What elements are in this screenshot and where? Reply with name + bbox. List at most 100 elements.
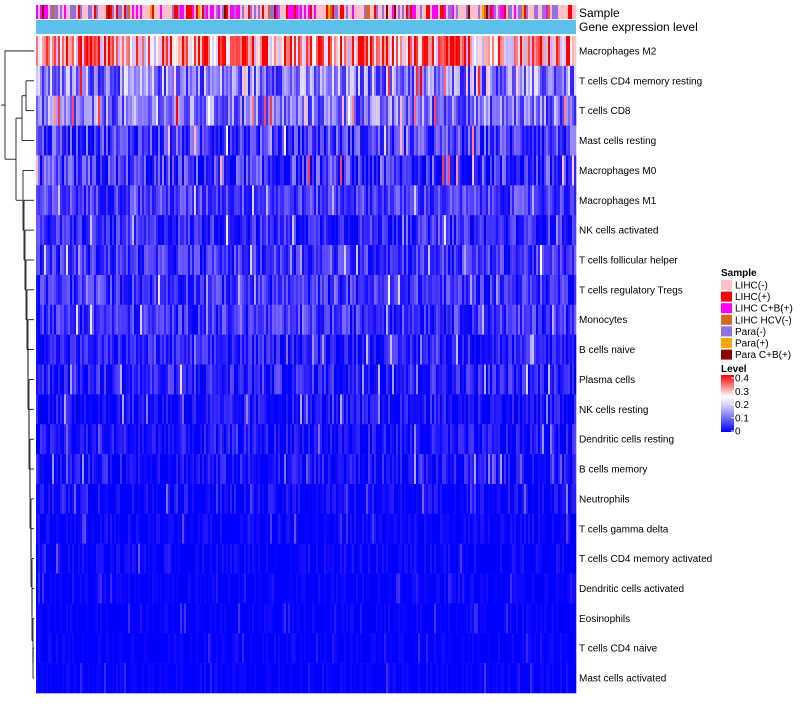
heatmap-cell <box>470 454 472 484</box>
heatmap-cell <box>568 514 570 544</box>
heatmap-cell <box>438 275 440 305</box>
heatmap-cell <box>78 126 80 156</box>
heatmap-cell <box>416 394 418 424</box>
heatmap-cell <box>316 185 318 215</box>
heatmap-cell <box>442 215 444 245</box>
heatmap-cell <box>70 36 72 66</box>
heatmap-cell <box>404 185 406 215</box>
heatmap-cell <box>86 245 88 275</box>
heatmap-cell <box>484 514 486 544</box>
heatmap-cell <box>298 454 300 484</box>
heatmap-cell <box>88 96 90 126</box>
heatmap-cell <box>484 484 486 514</box>
heatmap-cell <box>568 36 570 66</box>
heatmap-cell <box>134 36 136 66</box>
heatmap-cell <box>44 96 46 126</box>
heatmap-cell <box>390 126 392 156</box>
heatmap-cell <box>532 215 534 245</box>
heatmap-cell <box>234 96 236 126</box>
heatmap-cell <box>482 394 484 424</box>
heatmap-cell <box>484 96 486 126</box>
heatmap-cell <box>220 484 222 514</box>
heatmap-cell <box>516 454 518 484</box>
heatmap-cell <box>118 275 120 305</box>
heatmap-cell <box>96 335 98 365</box>
heatmap-cell <box>196 365 198 395</box>
heatmap-cell <box>140 424 142 454</box>
heatmap-cell <box>564 514 566 544</box>
heatmap-cell <box>296 335 298 365</box>
heatmap-cell <box>100 126 102 156</box>
heatmap-cell <box>160 96 162 126</box>
heatmap-cell <box>346 365 348 395</box>
heatmap-cell <box>254 185 256 215</box>
heatmap-cell <box>558 484 560 514</box>
heatmap-cell <box>98 454 100 484</box>
heatmap-cell <box>44 155 46 185</box>
heatmap-cell <box>304 36 306 66</box>
heatmap-cell <box>130 185 132 215</box>
heatmap-cell <box>516 275 518 305</box>
heatmap-cell <box>36 36 38 66</box>
heatmap-cell <box>156 185 158 215</box>
heatmap-cell <box>460 305 462 335</box>
sample-annotation-cell <box>430 5 432 19</box>
heatmap-cell <box>260 514 262 544</box>
sample-annotation-cell <box>222 5 224 19</box>
heatmap-cell <box>216 36 218 66</box>
heatmap-cell <box>134 155 136 185</box>
heatmap-cell <box>488 484 490 514</box>
heatmap-cell <box>456 365 458 395</box>
heatmap-cell <box>346 185 348 215</box>
heatmap-cell <box>60 514 62 544</box>
heatmap-cell <box>56 305 58 335</box>
heatmap-cell <box>272 96 274 126</box>
heatmap-cell <box>252 185 254 215</box>
heatmap-cell <box>300 245 302 275</box>
heatmap-cell <box>58 155 60 185</box>
heatmap-cell <box>42 66 44 96</box>
heatmap-cell <box>300 96 302 126</box>
heatmap-cell <box>422 424 424 454</box>
heatmap-cell <box>484 126 486 156</box>
sample-annotation-cell <box>410 5 412 19</box>
sample-annotation-cell <box>448 5 450 19</box>
heatmap-cell <box>494 335 496 365</box>
heatmap-cell <box>428 335 430 365</box>
heatmap-cell <box>84 155 86 185</box>
sample-annotation-cell <box>526 5 528 19</box>
heatmap-cell <box>506 155 508 185</box>
heatmap-cell <box>52 394 54 424</box>
heatmap-cell <box>540 484 542 514</box>
heatmap-cell <box>148 484 150 514</box>
heatmap-cell <box>206 275 208 305</box>
heatmap-cell <box>290 215 292 245</box>
heatmap-cell <box>402 275 404 305</box>
heatmap-cell <box>72 514 74 544</box>
heatmap-cell <box>232 424 234 454</box>
heatmap-cell <box>72 484 74 514</box>
heatmap-cell <box>182 484 184 514</box>
heatmap-cell <box>40 454 42 484</box>
heatmap-cell <box>486 335 488 365</box>
sample-annotation-cell <box>452 5 454 19</box>
heatmap-cell <box>238 245 240 275</box>
heatmap-cell <box>66 275 68 305</box>
sample-annotation-cell <box>402 5 404 19</box>
heatmap-cell <box>142 215 144 245</box>
heatmap-cell <box>238 305 240 335</box>
heatmap-cell <box>252 126 254 156</box>
sample-annotation-cell <box>114 5 116 19</box>
heatmap-cell <box>430 305 432 335</box>
heatmap-cell <box>516 215 518 245</box>
heatmap-cell <box>444 394 446 424</box>
heatmap-cell <box>400 96 402 126</box>
heatmap-cell <box>256 424 258 454</box>
heatmap-cell <box>344 36 346 66</box>
heatmap-cell <box>154 155 156 185</box>
heatmap-cell <box>412 394 414 424</box>
heatmap-cell <box>218 335 220 365</box>
heatmap-cell <box>334 365 336 395</box>
heatmap-cell <box>98 96 100 126</box>
heatmap-cell <box>230 275 232 305</box>
